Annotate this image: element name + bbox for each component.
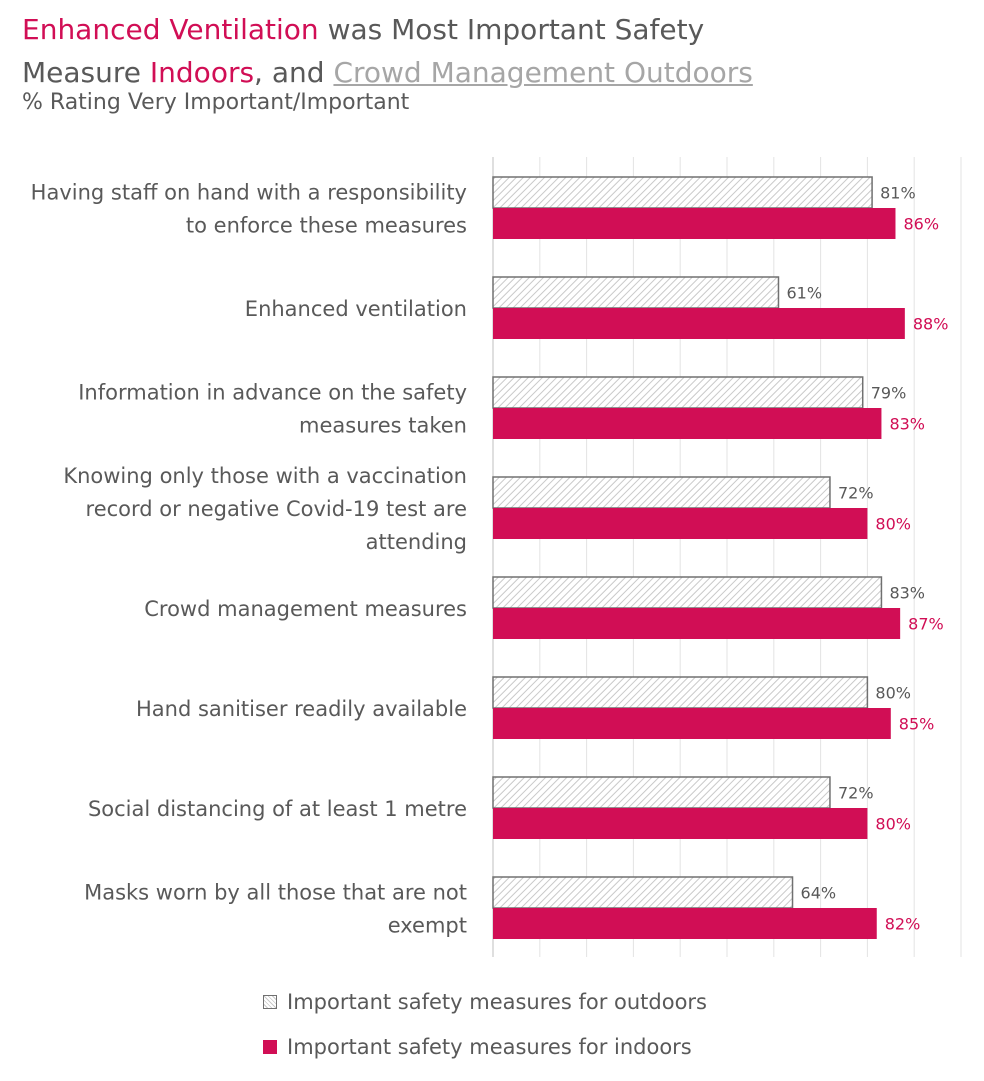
value-label-outdoors: 64% <box>801 884 837 903</box>
value-label-outdoors: 72% <box>838 784 874 803</box>
legend-outdoors-label: Important safety measures for outdoors <box>287 990 707 1014</box>
value-label-outdoors: 81% <box>880 184 916 203</box>
title-part-main: was Most Important Safety <box>318 13 705 46</box>
bar-indoors <box>493 708 891 739</box>
value-label-outdoors: 79% <box>871 384 907 403</box>
legend-outdoors-swatch <box>263 995 277 1009</box>
bar-outdoors <box>492 376 864 409</box>
value-label-outdoors: 61% <box>786 284 822 303</box>
chart-title: Enhanced Ventilation was Most Important … <box>22 8 753 94</box>
category-label: Information in advance on the safety meas… <box>78 381 467 438</box>
legend-indoors-swatch <box>263 1040 277 1054</box>
bar-indoors <box>493 508 868 539</box>
category-labels: Having staff on hand with a responsibili… <box>31 181 467 938</box>
legend-indoors: Important safety measures for indoors <box>263 1035 692 1059</box>
bar-indoors <box>493 908 877 939</box>
bar-indoors <box>493 308 905 339</box>
value-label-outdoors: 83% <box>889 584 925 603</box>
title-part-measure: Measure <box>22 56 150 89</box>
bar-outdoors <box>492 476 831 509</box>
value-label-indoors: 86% <box>903 215 939 234</box>
legend-indoors-label: Important safety measures for indoors <box>287 1035 692 1059</box>
value-label-indoors: 80% <box>875 515 911 534</box>
bar-outdoors <box>492 276 780 309</box>
bar-outdoors <box>492 176 873 209</box>
title-part-ventilation: Enhanced Ventilation <box>22 13 319 46</box>
bar-indoors <box>493 608 901 639</box>
chart-subtitle: % Rating Very Important/Important <box>22 90 410 115</box>
bar-indoors <box>493 808 868 839</box>
bars: 81%86%61%88%79%83%72%80%83%87%80%85%72%8… <box>492 176 949 939</box>
bar-indoors <box>493 408 882 439</box>
title-part-indoors: Indoors <box>149 56 255 89</box>
value-label-outdoors: 80% <box>875 684 911 703</box>
title-part-outdoors: Crowd Management Outdoors <box>333 56 753 89</box>
value-label-indoors: 82% <box>885 915 921 934</box>
category-label: Enhanced ventilation <box>245 297 467 321</box>
bar-outdoors <box>492 776 831 809</box>
title-part-and: , and <box>254 56 334 89</box>
value-label-indoors: 88% <box>913 315 949 334</box>
value-label-indoors: 85% <box>899 715 935 734</box>
bar-indoors <box>493 208 896 239</box>
category-label: Having staff on hand with a responsibili… <box>31 181 467 238</box>
value-label-outdoors: 72% <box>838 484 874 503</box>
legend-outdoors: Important safety measures for outdoors <box>263 990 707 1014</box>
category-label: Masks worn by all those that are not exem… <box>84 881 467 938</box>
category-label: Crowd management measures <box>144 597 467 621</box>
category-label: Social distancing of at least 1 metre <box>88 797 467 821</box>
category-label: Hand sanitiser readily available <box>136 697 467 721</box>
bar-outdoors <box>492 676 869 709</box>
bar-outdoors <box>492 876 794 909</box>
value-label-indoors: 83% <box>889 415 925 434</box>
value-label-indoors: 80% <box>875 815 911 834</box>
value-label-indoors: 87% <box>908 615 944 634</box>
bar-outdoors <box>492 576 883 609</box>
category-label: Knowing only those with a vaccination rec… <box>63 464 467 554</box>
